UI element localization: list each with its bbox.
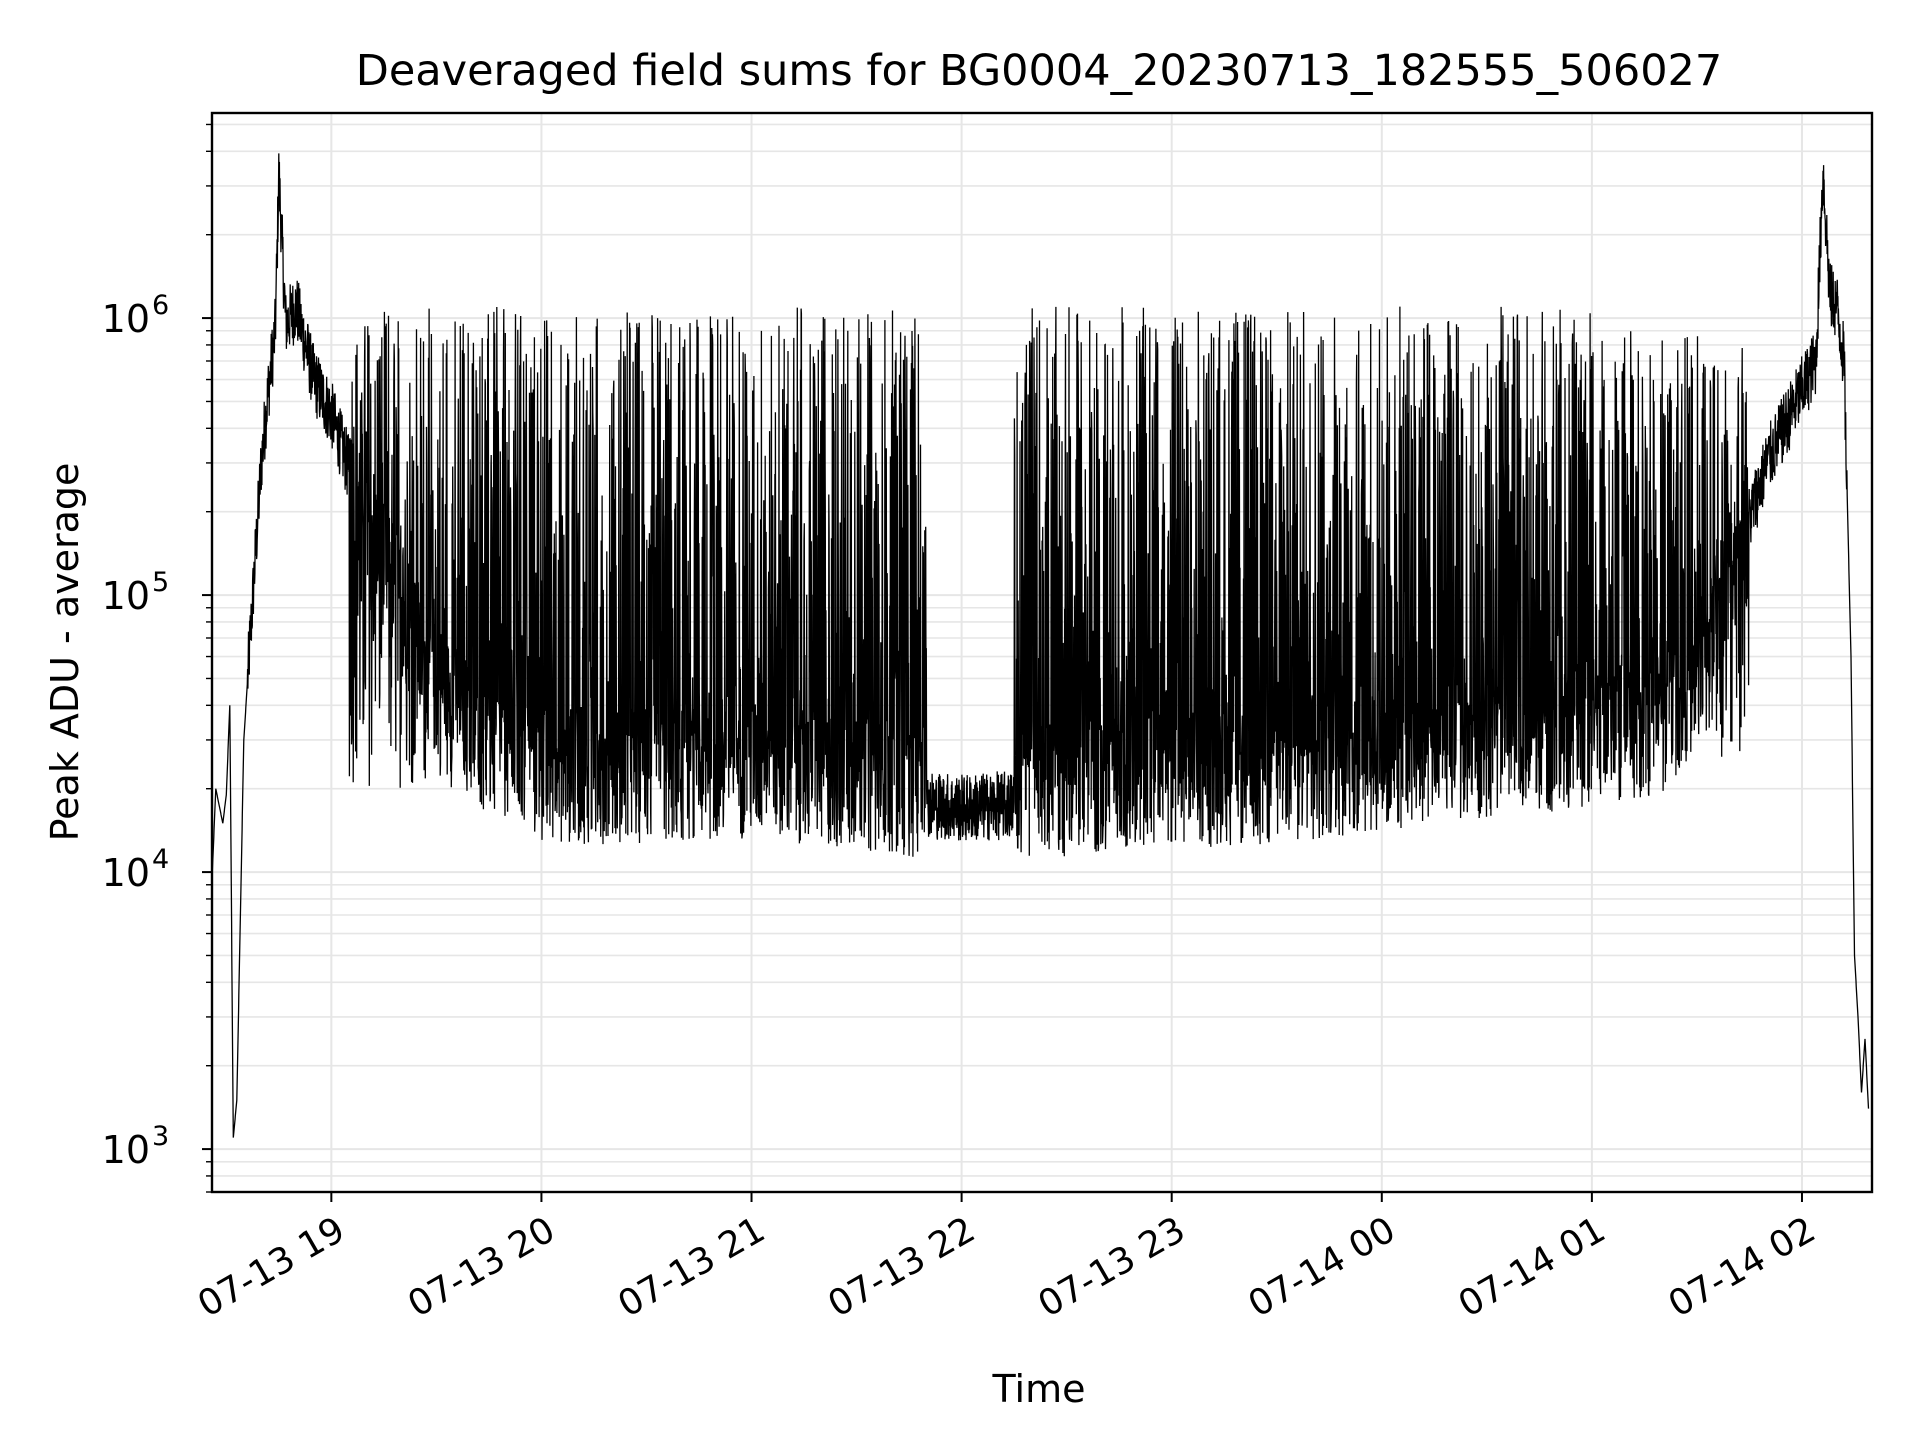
y-tick-label: 10 — [102, 297, 150, 341]
y-tick-label: 10 — [102, 574, 150, 618]
y-tick-label-exponent: 3 — [152, 1121, 169, 1152]
y-tick-label: 10 — [102, 851, 150, 895]
y-tick-label-exponent: 4 — [152, 844, 169, 875]
series-group — [211, 153, 1870, 1138]
series-line — [211, 153, 1870, 1138]
y-tick-label-exponent: 5 — [152, 567, 169, 598]
x-axis-label: Time — [992, 1367, 1086, 1411]
chart-title: Deaveraged field sums for BG0004_2023071… — [356, 46, 1723, 96]
plot-frame — [210, 111, 1874, 1194]
y-axis-label: Peak ADU - average — [43, 463, 87, 842]
y-tick-label: 10 — [102, 1128, 150, 1172]
y-tick-label-exponent: 6 — [152, 290, 169, 321]
